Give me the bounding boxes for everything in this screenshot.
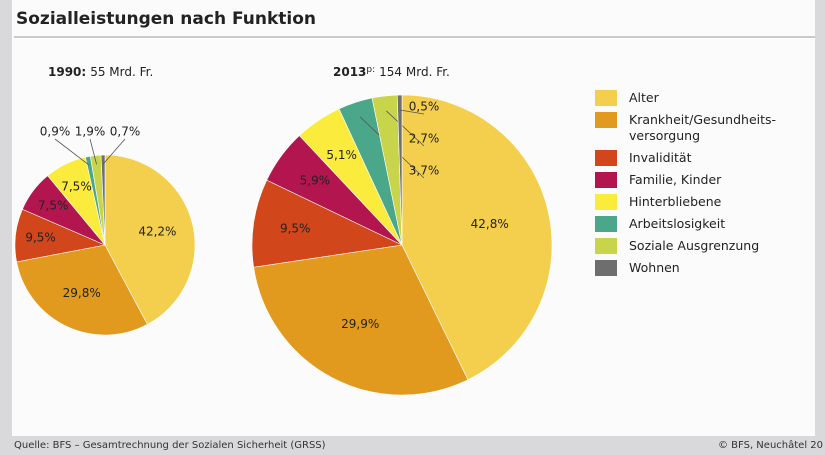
value-label: 0,7% (110, 125, 141, 139)
legend-label: Familie, Kinder (629, 172, 722, 187)
pie-subtitle: 1990: 55 Mrd. Fr. (48, 65, 153, 79)
legend-swatch (595, 238, 617, 254)
value-label: 42,8% (471, 217, 509, 231)
pie-subtitle: 2013p: 154 Mrd. Fr. (333, 65, 450, 79)
legend-swatch (595, 216, 617, 232)
legend-swatch (595, 112, 617, 128)
copyright: © BFS, Neuchâtel 20 (717, 440, 823, 451)
legend-label: Arbeitslosigkeit (629, 216, 726, 231)
legend-item: Hinterbliebene (595, 194, 795, 210)
pie-year: 1990: (48, 65, 86, 79)
legend-label: Hinterbliebene (629, 194, 722, 209)
legend-item: Alter (595, 90, 795, 106)
value-label: 29,8% (63, 286, 101, 300)
value-label: 9,5% (25, 230, 56, 244)
legend-swatch (595, 260, 617, 276)
value-label: 42,2% (138, 224, 176, 238)
value-label: 9,5% (280, 221, 311, 235)
legend-item: Arbeitslosigkeit (595, 216, 795, 232)
pie-year: 2013 (333, 65, 366, 79)
legend: Alter Krankheit/Gesundheits-versorgung Inv… (595, 90, 795, 282)
legend-label: Invalidität (629, 150, 692, 165)
chart-title: Sozialleistungen nach Funktion (16, 9, 316, 29)
value-label: 2,7% (409, 132, 440, 146)
pie-slice (396, 94, 403, 246)
value-label: 5,9% (300, 174, 331, 188)
legend-swatch (595, 90, 617, 106)
value-label: 1,9% (75, 125, 106, 139)
legend-item: Wohnen (595, 260, 795, 276)
legend-label: Wohnen (629, 260, 680, 275)
legend-item: Invalidität (595, 150, 795, 166)
value-label: 7,5% (61, 179, 92, 193)
value-label: 29,9% (341, 317, 379, 331)
legend-label: Krankheit/Gesundheits-versorgung (629, 112, 777, 143)
pie-slice (16, 244, 148, 336)
value-label: 3,7% (409, 164, 440, 178)
source: Quelle: BFS – Gesamtrechnung der Soziale… (14, 440, 326, 451)
value-label: 0,5% (409, 100, 440, 114)
legend-label: Alter (629, 90, 659, 105)
value-label: 5,1% (326, 148, 357, 162)
legend-swatch (595, 194, 617, 210)
value-label: 7,5% (38, 199, 69, 213)
pie-slice (100, 154, 106, 246)
leader-line (399, 109, 425, 115)
legend-item: Soziale Ausgrenzung (595, 238, 795, 254)
pie-total: 154 Mrd. Fr. (379, 65, 450, 79)
pie-slice (251, 179, 404, 268)
legend-item: Familie, Kinder (595, 172, 795, 188)
pie-slice (104, 154, 196, 325)
leader-line (89, 138, 98, 165)
leader-line (54, 138, 90, 166)
legend-swatch (595, 172, 617, 188)
pie-slice (401, 94, 553, 381)
pie-slice (253, 244, 469, 396)
legend-item: Krankheit/Gesundheits-versorgung (595, 112, 795, 144)
leader-line (102, 138, 126, 165)
legend-swatch (595, 150, 617, 166)
value-label: 0,9% (40, 125, 71, 139)
legend-label: Soziale Ausgrenzung (629, 238, 760, 253)
pie-total: 55 Mrd. Fr. (90, 65, 153, 79)
pie-year-note: p: (366, 65, 375, 75)
leader-line (386, 110, 425, 147)
